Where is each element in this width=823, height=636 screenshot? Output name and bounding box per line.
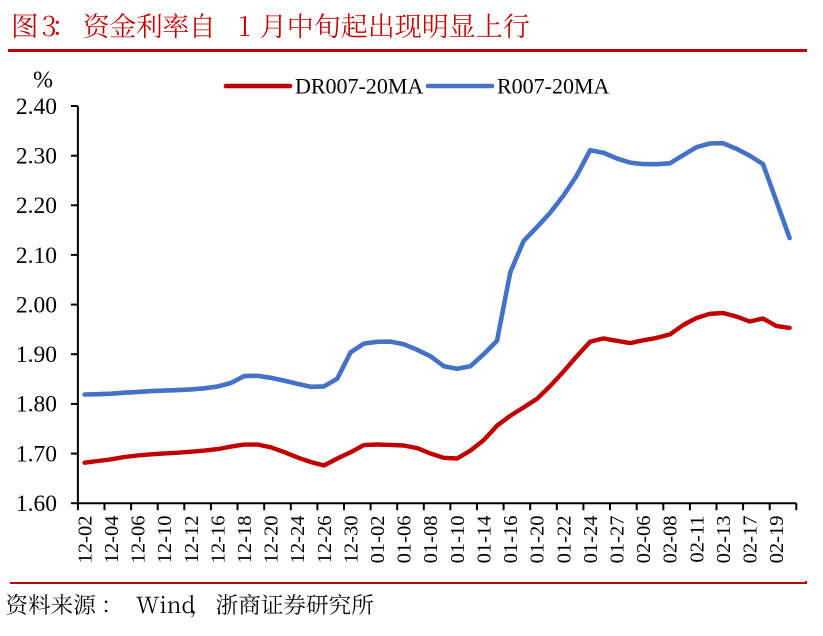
svg-text:02-13: 02-13 (713, 516, 735, 564)
svg-text:01-06: 01-06 (394, 516, 416, 564)
svg-text:01-22: 01-22 (553, 516, 575, 564)
svg-text:1.60: 1.60 (16, 491, 57, 517)
svg-text:01-08: 01-08 (420, 516, 442, 564)
svg-text:12-20: 12-20 (261, 516, 283, 564)
svg-text:01-14: 01-14 (474, 516, 496, 564)
svg-text:01-16: 01-16 (500, 516, 522, 564)
svg-text:1.90: 1.90 (16, 342, 57, 368)
svg-text:R007-20MA: R007-20MA (497, 74, 610, 99)
svg-text:1.70: 1.70 (16, 441, 57, 467)
svg-text:01-20: 01-20 (527, 516, 549, 564)
svg-text:12-10: 12-10 (154, 516, 176, 564)
svg-text:01-27: 01-27 (607, 516, 629, 564)
svg-text:2.00: 2.00 (16, 292, 57, 318)
svg-text:01-02: 01-02 (367, 516, 389, 564)
svg-text:02-11: 02-11 (686, 516, 708, 563)
svg-text:02-06: 02-06 (633, 516, 655, 564)
svg-text:12-30: 12-30 (340, 516, 362, 564)
svg-text:12-16: 12-16 (207, 516, 229, 564)
svg-text:DR007-20MA: DR007-20MA (295, 74, 423, 99)
svg-text:01-24: 01-24 (580, 516, 602, 564)
svg-text:01-10: 01-10 (447, 516, 469, 564)
svg-text:2.30: 2.30 (16, 144, 57, 170)
svg-text:12-18: 12-18 (234, 516, 256, 564)
svg-text:02-19: 02-19 (766, 516, 788, 564)
svg-text:2.20: 2.20 (16, 193, 57, 219)
svg-text:12-02: 12-02 (74, 516, 96, 564)
svg-text:2.10: 2.10 (16, 243, 57, 269)
svg-text:12-26: 12-26 (314, 516, 336, 564)
svg-text:1.80: 1.80 (16, 392, 57, 418)
svg-text:02-17: 02-17 (740, 516, 762, 564)
svg-text:02-08: 02-08 (660, 516, 682, 564)
svg-text:12-12: 12-12 (181, 516, 203, 564)
svg-text:%: % (33, 68, 53, 94)
svg-text:12-04: 12-04 (101, 516, 123, 564)
svg-text:2.40: 2.40 (16, 94, 57, 120)
svg-text:12-06: 12-06 (128, 516, 150, 564)
svg-text:12-24: 12-24 (287, 516, 309, 564)
